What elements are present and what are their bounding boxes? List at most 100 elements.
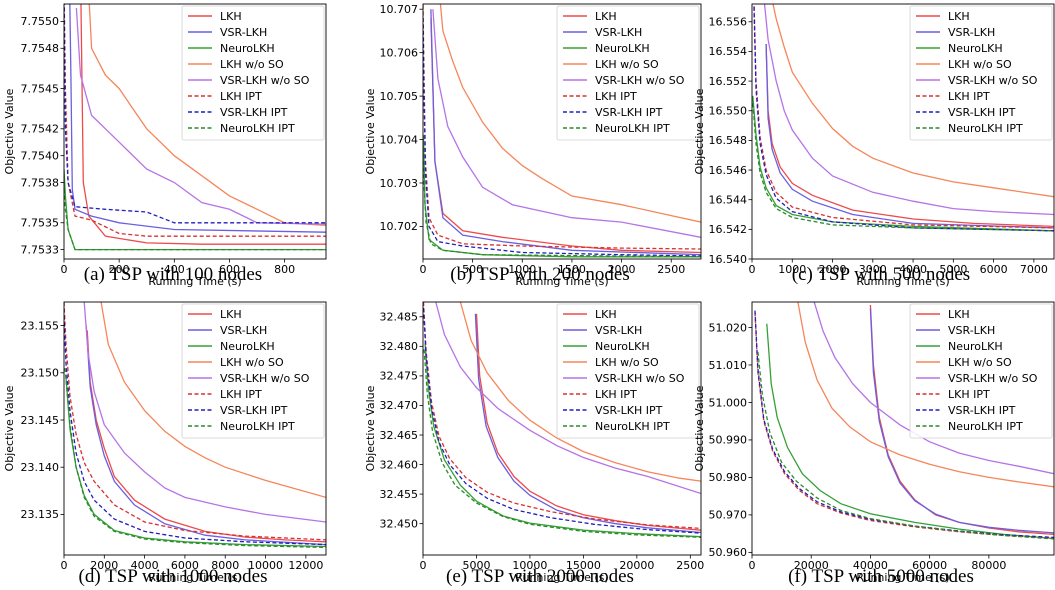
legend-label: VSR-LKH w/o SO	[595, 74, 685, 87]
y-tick-label: 7.7545	[21, 82, 60, 95]
y-tick-label: 16.540	[709, 253, 748, 266]
series-line-neurolkh-ipt	[752, 103, 1054, 232]
x-tick-label: 0	[420, 559, 427, 572]
series-group	[64, 4, 326, 251]
y-tick-label: 32.460	[380, 458, 419, 471]
y-tick-label: 7.7538	[21, 176, 60, 189]
x-tick-label: 2000	[819, 263, 847, 276]
legend-label: NeuroLKH	[220, 340, 275, 353]
legend-label: NeuroLKH IPT	[948, 420, 1023, 433]
legend-box	[556, 5, 700, 141]
series-line-lkh-ipt	[754, 312, 1054, 539]
y-tick-label: 51.010	[709, 359, 748, 372]
y-tick-label: 7.7550	[21, 15, 60, 28]
x-tick-label: 400	[164, 263, 185, 276]
series-line-lkh-ipt	[64, 302, 326, 541]
series-line-vsr-lkh	[85, 325, 326, 546]
x-tick-label: 2000	[608, 263, 636, 276]
series-line-neurolkh	[423, 135, 701, 258]
series-line-lkh-w-o-so	[439, 4, 701, 223]
x-tick-label: 20000	[794, 559, 829, 572]
plot-frame	[63, 301, 327, 556]
series-line-vsr-lkh-ipt	[754, 310, 1054, 539]
legend-label: VSR-LKH	[220, 324, 267, 337]
series-line-vsr-lkh-ipt	[64, 316, 326, 546]
series-group	[64, 302, 326, 549]
y-axis-label: Objective Value	[693, 385, 706, 471]
x-axis-label: Running Time (s)	[148, 571, 241, 584]
legend-label: NeuroLKH	[595, 42, 650, 55]
legend-label: LKH IPT	[220, 388, 262, 401]
legend-label: LKH IPT	[595, 388, 637, 401]
y-tick-label: 16.552	[709, 75, 748, 88]
legend-label: LKH w/o SO	[595, 58, 659, 71]
x-tick-label: 1000	[778, 263, 806, 276]
series-line-vsr-lkh-ipt	[423, 307, 701, 534]
legend-label: VSR-LKH IPT	[595, 106, 663, 119]
x-tick-label: 6000	[171, 559, 199, 572]
y-tick-label: 32.450	[380, 517, 419, 530]
x-tick-label: 10000	[512, 559, 547, 572]
series-line-lkh-w-o-so	[797, 302, 1054, 488]
legend-box	[556, 303, 700, 439]
y-tick-label: 16.548	[709, 134, 748, 147]
x-axis-label: Running Time (s)	[856, 275, 949, 288]
series-line-neurolkh	[752, 95, 1054, 232]
y-tick-label: 7.7540	[21, 149, 60, 162]
x-tick-label: 2000	[90, 559, 118, 572]
series-line-vsr-lkh	[69, 4, 326, 233]
x-tick-label: 40000	[853, 559, 888, 572]
series-line-neurolkh	[424, 343, 701, 538]
series-line-vsr-lkh-w-o-so	[432, 9, 701, 238]
legend-box	[181, 5, 325, 141]
legend-label: NeuroLKH IPT	[220, 122, 295, 135]
legend-label: LKH	[595, 308, 617, 321]
x-tick-label: 80000	[971, 559, 1006, 572]
series-line-neurolkh-ipt	[64, 368, 326, 549]
legend-box	[909, 303, 1053, 439]
x-tick-label: 60000	[912, 559, 947, 572]
legend-box	[909, 5, 1053, 141]
x-tick-label: 600	[219, 263, 240, 276]
chart-panel-3: 0 1000 2000 3000 4000 5000 6000 7000 16.540 16.54…	[693, 3, 1055, 288]
y-tick-label: 32.465	[380, 429, 419, 442]
legend-label: VSR-LKH	[948, 324, 995, 337]
legend-label: VSR-LKH	[948, 26, 995, 39]
y-tick-label: 7.7542	[21, 123, 60, 136]
panel-caption: (d) TSP with 1000 nodes	[79, 566, 268, 587]
legend-label: NeuroLKH	[948, 340, 1003, 353]
legend-label: VSR-LKH IPT	[220, 404, 288, 417]
legend-label: VSR-LKH IPT	[948, 404, 1016, 417]
legend: LKH VSR-LKH NeuroLKH LKH w/o SO VSR-LKH w/o …	[909, 5, 1053, 141]
series-line-vsr-lkh-ipt	[64, 4, 326, 224]
legend: LKH VSR-LKH NeuroLKH LKH w/o SO VSR-LKH w/o …	[181, 5, 325, 141]
series-group	[423, 302, 701, 538]
series-line-vsr-lkh-w-o-so	[75, 7, 326, 225]
series-line-vsr-lkh-w-o-so	[813, 302, 1054, 475]
series-line-vsr-lkh	[474, 313, 701, 534]
y-axis-label: Objective Value	[3, 88, 16, 174]
y-tick-label: 10.703	[380, 177, 419, 190]
series-line-lkh-w-o-so	[100, 302, 326, 499]
y-tick-label: 23.135	[21, 508, 60, 521]
x-tick-label: 0	[61, 559, 68, 572]
plot-frame	[422, 301, 702, 556]
x-tick-label: 4000	[131, 559, 159, 572]
y-tick-label: 32.485	[380, 311, 419, 324]
series-line-lkh-ipt	[64, 4, 326, 237]
legend-label: LKH IPT	[595, 90, 637, 103]
series-line-vsr-lkh-w-o-so	[435, 302, 701, 495]
y-tick-label: 16.542	[709, 223, 748, 236]
y-tick-label: 32.480	[380, 340, 419, 353]
y-tick-label: 50.990	[709, 434, 748, 447]
y-tick-label: 16.554	[709, 45, 748, 58]
y-tick-label: 7.7535	[21, 217, 60, 230]
y-tick-label: 51.000	[709, 396, 748, 409]
chart-panel-1: 0 200 400 600 800 7.7533 7.7535 7.7538 7.7540 7.7…	[3, 3, 327, 288]
series-line-vsr-lkh	[869, 308, 1054, 534]
x-tick-label: 0	[61, 263, 68, 276]
x-tick-label: 5000	[462, 559, 490, 572]
y-axis-label: Objective Value	[364, 88, 377, 174]
y-tick-label: 16.544	[709, 193, 748, 206]
x-tick-label: 1500	[558, 263, 586, 276]
